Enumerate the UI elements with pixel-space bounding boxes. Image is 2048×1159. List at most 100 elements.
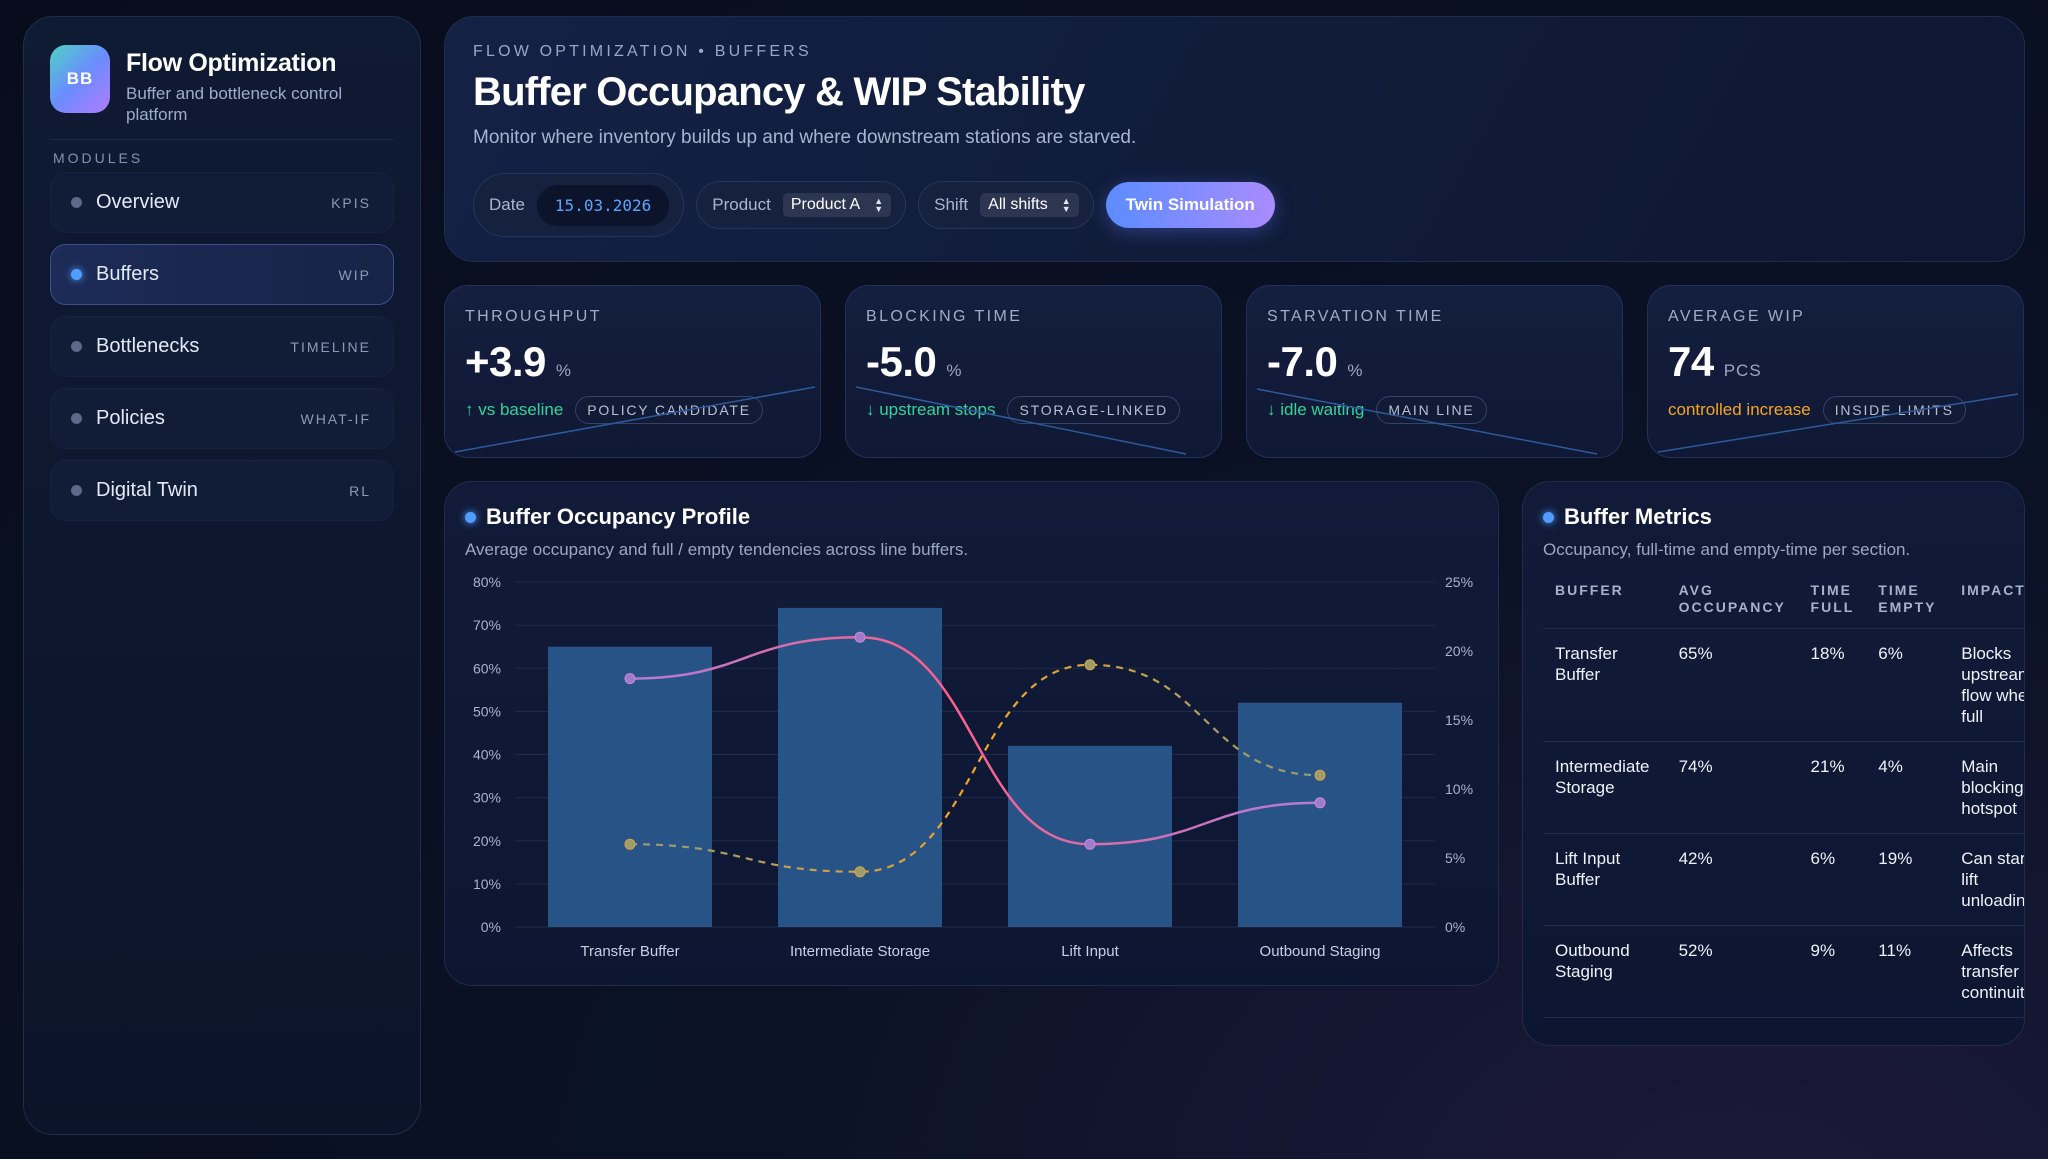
page-title: Buffer Occupancy & WIP Stability <box>473 70 1085 114</box>
y-left-tick-label: 0% <box>481 919 501 935</box>
shift-select[interactable]: All shifts ▲ ▼ <box>980 193 1079 217</box>
kpi-card-average-wip: AVERAGE WIP 74 PCS controlled increase INS… <box>1647 285 2024 458</box>
chart-panel-title: Buffer Occupancy Profile <box>486 504 751 529</box>
table-panel-subtitle: Occupancy, full-time and empty-time per … <box>1543 540 1911 559</box>
table-panel-title: Buffer Metrics <box>1564 504 1712 529</box>
filter-controls: Date 15.03.2026 Product Product A ▲ ▼ Shi… <box>473 173 1996 237</box>
y-left-tick-label: 10% <box>473 876 501 892</box>
table-cell: Lift Input Buffer <box>1543 833 1667 926</box>
occupancy-chart: 0% 10% 20% 30% 40% 50% 60% 70% 80% 0% 5% 10% 15% 20% 2… <box>473 574 1473 960</box>
sidebar-item-tag: RL <box>349 482 371 499</box>
sidebar-item-digital-twin[interactable]: Digital Twin RL <box>50 460 394 521</box>
time-full-point <box>1084 838 1096 850</box>
sidebar-item-bottlenecks[interactable]: Bottlenecks TIMELINE <box>50 316 394 377</box>
table-cell: Intermediate Storage <box>1543 741 1667 834</box>
product-label: Product <box>712 195 771 214</box>
table-cell: 4% <box>1866 741 1950 834</box>
kpi-unit: PCS <box>1723 361 1762 380</box>
kpi-card-starvation-time: STARVATION TIME -7.0% ↓ idle waiting MAIN… <box>1246 285 1623 458</box>
shift-filter: Shift All shifts ▲ ▼ <box>918 181 1094 229</box>
x-tick-label: Outbound Staging <box>1260 943 1381 960</box>
sidebar-item-label: Buffers <box>96 263 159 285</box>
time-empty-point <box>1314 769 1326 781</box>
time-empty-line <box>629 663 1321 873</box>
kpi-trend: ↓ upstream stops <box>866 400 996 419</box>
date-input[interactable]: 15.03.2026 <box>536 184 670 226</box>
sidebar-item-buffers[interactable]: Buffers WIP <box>50 244 394 305</box>
shift-select-value: All shifts <box>988 196 1048 213</box>
column-header: AVG OCCUPANCY <box>1666 582 1799 629</box>
buffer-metrics-table: BUFFER AVG OCCUPANCY TIME FULL TIME EMPT… <box>1543 582 2024 1018</box>
column-header: TIME EMPTY <box>1866 582 1950 629</box>
dot-icon <box>465 511 476 523</box>
kpi-badge: STORAGE-LINKED <box>1007 396 1181 424</box>
table-cell: 42% <box>1666 833 1799 926</box>
shift-label: Shift <box>934 195 969 214</box>
brand-title: Flow Optimization <box>126 49 337 77</box>
table-cell: Blocks upstream flow when full <box>1949 628 2024 742</box>
table-cell: Outbound Staging <box>1543 925 1667 1018</box>
sidebar-item-policies[interactable]: Policies WHAT-IF <box>50 388 394 449</box>
table-cell: 6% <box>1866 628 1950 742</box>
y-left-tick-label: 50% <box>473 703 501 719</box>
table-header-row: BUFFER AVG OCCUPANCY TIME FULL TIME EMPT… <box>1543 582 2024 629</box>
table-row: Lift Input Buffer 42% 6% 19% Can starve … <box>1543 833 2024 926</box>
date-filter: Date 15.03.2026 <box>473 173 685 237</box>
table-cell: Transfer Buffer <box>1543 628 1667 742</box>
y-left-tick-label: 30% <box>473 790 501 806</box>
y-left-tick-label: 80% <box>473 574 501 590</box>
kpi-value: -5.0 <box>866 338 937 385</box>
y-right-tick-label: 20% <box>1445 643 1473 659</box>
sidebar-item-tag: KPIS <box>331 194 371 211</box>
y-left-tick-label: 70% <box>473 617 501 633</box>
table-cell: 6% <box>1798 833 1867 926</box>
sidebar-item-label: Policies <box>96 407 165 429</box>
date-label: Date <box>489 195 525 214</box>
dot-icon <box>71 197 82 208</box>
kpi-badge: INSIDE LIMITS <box>1822 396 1966 424</box>
y-right-tick-label: 10% <box>1445 781 1473 797</box>
kpi-trend: ↑ vs baseline <box>465 400 564 419</box>
column-header: BUFFER <box>1543 582 1667 629</box>
select-arrows-icon: ▲ ▼ <box>1061 196 1071 214</box>
sparkline-icon <box>1657 393 2019 453</box>
occupancy-bar <box>778 607 942 927</box>
product-select-value: Product A <box>790 196 861 213</box>
table-row: Intermediate Storage 74% 21% 4% Main blo… <box>1543 741 2024 834</box>
sparkline-icon <box>454 386 816 453</box>
kpi-label: AVERAGE WIP <box>1668 308 1806 325</box>
twin-simulation-button[interactable]: Twin Simulation <box>1105 182 1275 228</box>
brand-logo: BB <box>50 45 110 113</box>
table-cell: Affects transfer continuity <box>1949 925 2024 1018</box>
sidebar-item-overview[interactable]: Overview KPIS <box>50 172 394 233</box>
dot-icon <box>1543 511 1554 523</box>
kpi-value: +3.9 <box>465 338 546 385</box>
dot-icon <box>71 269 82 280</box>
time-full-point <box>1314 797 1326 809</box>
y-left-tick-label: 20% <box>473 833 501 849</box>
chart-panel-header: Buffer Occupancy Profile <box>465 504 1478 530</box>
modules-label: MODULES <box>53 150 144 166</box>
table-cell: 21% <box>1798 741 1867 834</box>
kpi-badge: MAIN LINE <box>1376 396 1487 424</box>
table-cell: Main blocking hotspot <box>1949 741 2024 834</box>
product-select[interactable]: Product A ▲ ▼ <box>782 193 892 217</box>
y-left-tick-label: 40% <box>473 747 501 763</box>
time-empty-point <box>1084 659 1096 671</box>
time-full-point <box>854 631 866 643</box>
table-cell: 11% <box>1866 925 1950 1018</box>
page-subtitle: Monitor where inventory builds up and wh… <box>473 127 1137 148</box>
kpi-value: -7.0 <box>1267 338 1338 385</box>
dot-icon <box>71 341 82 352</box>
x-tick-label: Transfer Buffer <box>580 943 679 960</box>
sidebar: BB Flow Optimization Buffer and bottlene… <box>23 16 421 1135</box>
column-header: IMPACT <box>1949 582 2024 629</box>
select-arrows-icon: ▲ ▼ <box>874 196 884 214</box>
occupancy-bar <box>1238 702 1402 927</box>
table-cell: 18% <box>1798 628 1867 742</box>
time-empty-point <box>854 866 866 878</box>
column-header: TIME FULL <box>1798 582 1867 629</box>
table-cell: 19% <box>1866 833 1950 926</box>
table-cell: 52% <box>1666 925 1799 1018</box>
table-row: Outbound Staging 52% 9% 11% Affects tran… <box>1543 925 2024 1018</box>
